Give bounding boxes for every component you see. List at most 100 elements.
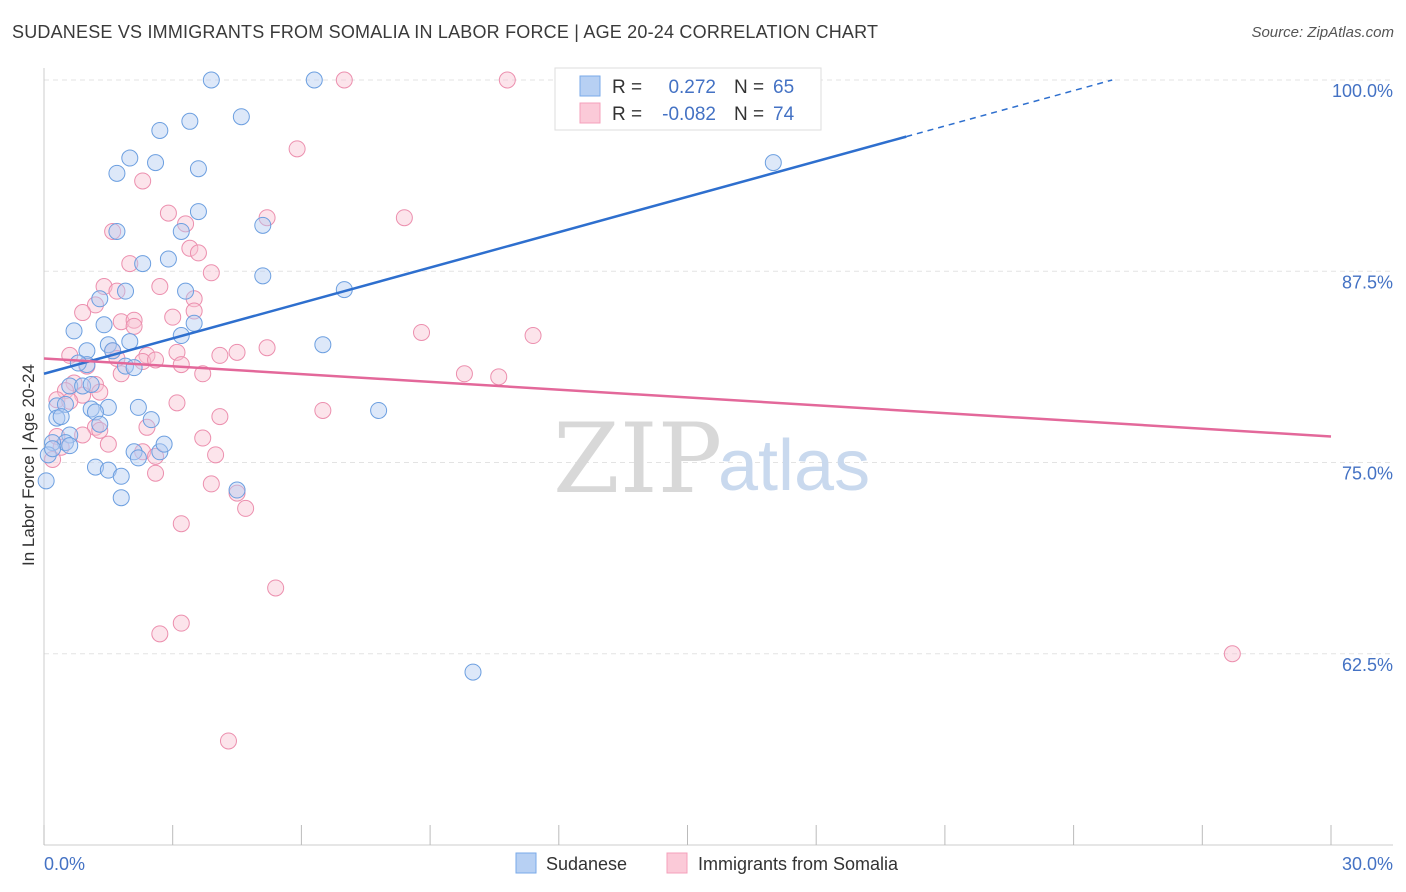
sudanese-point (121, 333, 139, 351)
sudanese-point (464, 663, 482, 681)
sudanese-point (39, 446, 57, 464)
series-legend-swatch-sudanese (515, 852, 537, 874)
series-legend-swatch-somalia (666, 852, 688, 874)
sudanese-point (99, 336, 117, 354)
y-tick-label: 62.5% (1342, 655, 1393, 675)
sudanese-point (189, 160, 207, 178)
somalia-point (108, 282, 126, 300)
sudanese-trend-line (43, 135, 907, 375)
legend-swatch-somalia (579, 102, 601, 124)
somalia-point (159, 204, 177, 222)
legend-n-label-2: N = (734, 104, 764, 125)
somalia-point (91, 421, 109, 439)
somalia-point (177, 215, 195, 233)
somalia-point (168, 394, 186, 412)
somalia-point (202, 475, 220, 493)
somalia-trend-line (43, 357, 1332, 438)
sudanese-point (155, 435, 173, 453)
x-tick-label: 0.0% (44, 854, 85, 874)
somalia-point (258, 209, 276, 227)
somalia-point (151, 625, 169, 643)
watermark-atlas: atlas (718, 426, 870, 506)
somalia-point (121, 255, 139, 273)
sudanese-point (159, 250, 177, 268)
somalia-point (335, 71, 353, 89)
x-tick-label: 30.0% (1342, 854, 1393, 874)
sudanese-trend-extension (906, 79, 1113, 138)
legend-r-label-2: R = (612, 104, 642, 125)
sudanese-point (185, 314, 203, 332)
sudanese-point (151, 443, 169, 461)
sudanese-point (764, 154, 782, 172)
somalia-point (194, 429, 212, 447)
chart-title: SUDANESE VS IMMIGRANTS FROM SOMALIA IN L… (12, 22, 879, 42)
legend-r-value-1: 0.272 (668, 77, 716, 98)
somalia-point (490, 368, 508, 386)
legend-r-value-2: -0.082 (662, 104, 716, 125)
sudanese-point (37, 472, 55, 490)
series-legend: Sudanese Immigrants from Somalia (515, 852, 899, 874)
y-axis-label: In Labor Force | Age 20-24 (19, 364, 38, 566)
sudanese-point (78, 342, 96, 360)
sudanese-point (112, 489, 130, 507)
y-tick-label: 100.0% (1332, 81, 1393, 101)
watermark: ZIP atlas (553, 403, 870, 515)
sudanese-point (86, 458, 104, 476)
somalia-point (134, 443, 152, 461)
sudanese-point (129, 398, 147, 416)
series-legend-label-somalia: Immigrants from Somalia (698, 854, 899, 874)
somalia-point (86, 296, 104, 314)
sudanese-point (112, 467, 130, 485)
somalia-point (211, 408, 229, 426)
sudanese-point (61, 437, 79, 455)
sudanese-point (134, 255, 152, 273)
somalia-point (147, 464, 165, 482)
series-legend-label-sudanese: Sudanese (546, 854, 627, 874)
somalia-point (219, 732, 237, 750)
axes (43, 68, 1393, 846)
stats-legend: R = 0.272 N = 65 R = -0.082 N = 74 (554, 67, 822, 131)
sudanese-point (74, 377, 92, 395)
somalia-point (172, 356, 190, 374)
somalia-point (134, 172, 152, 190)
trend-lines (43, 79, 1332, 438)
somalia-point (194, 365, 212, 383)
somalia-point (288, 140, 306, 158)
somalia-point (413, 323, 431, 341)
sudanese-point (99, 398, 117, 416)
chart-source: Source: ZipAtlas.com (1251, 24, 1394, 41)
somalia-point (258, 339, 276, 357)
somalia-point (455, 365, 473, 383)
somalia-point (189, 244, 207, 262)
somalia-point (202, 264, 220, 282)
y-tick-labels: 62.5% 75.0% 87.5% 100.0% (1332, 81, 1393, 675)
somalia-point (86, 375, 104, 393)
somalia-point (498, 71, 516, 89)
somalia-point (138, 346, 156, 364)
sudanese-point (254, 267, 272, 285)
sudanese-point (125, 443, 143, 461)
sudanese-point (177, 282, 195, 300)
somalia-point (112, 313, 130, 331)
sudanese-point (91, 290, 109, 308)
somalia-point (125, 317, 143, 335)
somalia-point (524, 327, 542, 345)
sudanese-point (91, 415, 109, 433)
sudanese-point (95, 316, 113, 334)
somalia-point (267, 579, 285, 597)
somalia-point (151, 278, 169, 296)
sudanese-point (117, 282, 135, 300)
y-tick-label: 87.5% (1342, 272, 1393, 292)
somalia-point (314, 401, 332, 419)
sudanese-point (82, 375, 100, 393)
watermark-zip: ZIP (553, 403, 722, 515)
sudanese-point (314, 336, 332, 354)
sudanese-point (52, 408, 70, 426)
legend-swatch-sudanese (579, 75, 601, 97)
sudanese-point (121, 149, 139, 167)
somalia-point (237, 499, 255, 517)
sudanese-point (108, 222, 126, 240)
sudanese-point (151, 121, 169, 139)
legend-n-label-1: N = (734, 77, 764, 98)
somalia-point (104, 222, 122, 240)
